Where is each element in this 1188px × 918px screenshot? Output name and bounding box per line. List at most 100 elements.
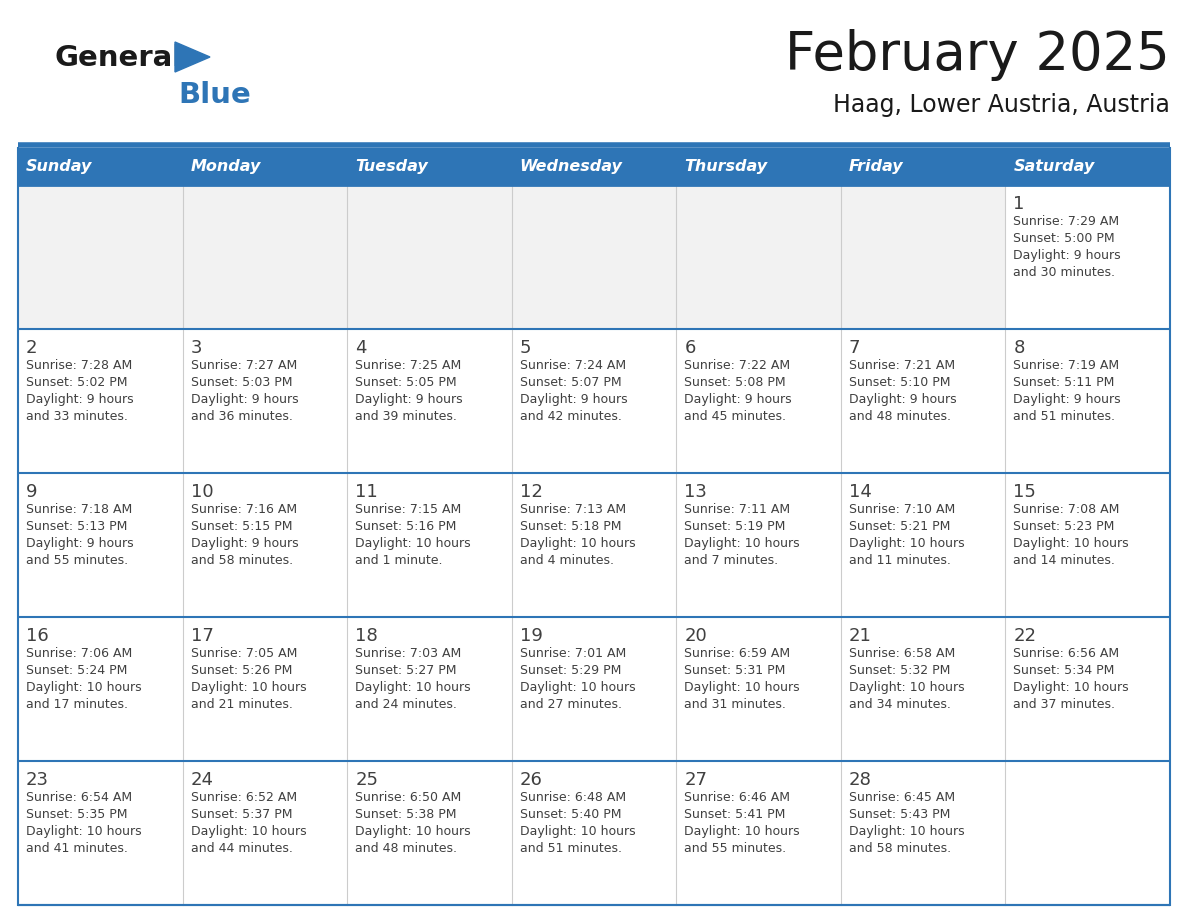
Text: and 1 minute.: and 1 minute. [355, 554, 443, 567]
Bar [1005, 185, 1170, 329]
Text: 12: 12 [519, 483, 543, 501]
Text: Daylight: 10 hours: Daylight: 10 hours [1013, 537, 1129, 550]
Text: 21: 21 [849, 627, 872, 645]
Text: Daylight: 10 hours: Daylight: 10 hours [684, 825, 800, 838]
Text: Sunrise: 7:03 AM: Sunrise: 7:03 AM [355, 647, 461, 660]
Text: February 2025: February 2025 [785, 29, 1170, 81]
Text: 10: 10 [190, 483, 213, 501]
Text: Sunset: 5:27 PM: Sunset: 5:27 PM [355, 664, 456, 677]
Text: 15: 15 [1013, 483, 1036, 501]
Text: Sunset: 5:24 PM: Sunset: 5:24 PM [26, 664, 127, 677]
Bar [347, 148, 512, 185]
Text: Sunset: 5:43 PM: Sunset: 5:43 PM [849, 808, 950, 821]
Text: 20: 20 [684, 627, 707, 645]
Text: Sunrise: 7:05 AM: Sunrise: 7:05 AM [190, 647, 297, 660]
Text: Sunset: 5:00 PM: Sunset: 5:00 PM [1013, 232, 1116, 245]
Text: Sunset: 5:05 PM: Sunset: 5:05 PM [355, 376, 456, 389]
Text: Daylight: 10 hours: Daylight: 10 hours [849, 537, 965, 550]
Bar [183, 617, 347, 761]
Text: Daylight: 10 hours: Daylight: 10 hours [519, 537, 636, 550]
Text: Sunset: 5:19 PM: Sunset: 5:19 PM [684, 520, 785, 533]
Bar [18, 761, 183, 905]
Text: 23: 23 [26, 771, 49, 789]
Text: 22: 22 [1013, 627, 1036, 645]
Text: and 51 minutes.: and 51 minutes. [1013, 410, 1116, 423]
Text: and 4 minutes.: and 4 minutes. [519, 554, 614, 567]
Text: Thursday: Thursday [684, 159, 767, 174]
Text: Daylight: 9 hours: Daylight: 9 hours [1013, 393, 1121, 406]
Text: Sunset: 5:38 PM: Sunset: 5:38 PM [355, 808, 456, 821]
Bar [841, 329, 1005, 473]
Bar [347, 761, 512, 905]
Bar [676, 473, 841, 617]
Bar [18, 473, 183, 617]
Text: Monday: Monday [190, 159, 261, 174]
Text: 25: 25 [355, 771, 378, 789]
Text: 5: 5 [519, 339, 531, 357]
Text: Sunday: Sunday [26, 159, 93, 174]
Text: Daylight: 9 hours: Daylight: 9 hours [519, 393, 627, 406]
Text: Daylight: 10 hours: Daylight: 10 hours [684, 681, 800, 694]
Bar [347, 185, 512, 329]
Text: and 17 minutes.: and 17 minutes. [26, 698, 128, 711]
Text: Daylight: 10 hours: Daylight: 10 hours [849, 825, 965, 838]
Text: 1: 1 [1013, 195, 1025, 213]
Text: Sunrise: 7:10 AM: Sunrise: 7:10 AM [849, 503, 955, 516]
Text: and 27 minutes.: and 27 minutes. [519, 698, 621, 711]
Text: 8: 8 [1013, 339, 1025, 357]
Text: 24: 24 [190, 771, 214, 789]
Text: Sunrise: 6:45 AM: Sunrise: 6:45 AM [849, 791, 955, 804]
Bar [676, 329, 841, 473]
Text: and 48 minutes.: and 48 minutes. [355, 842, 457, 855]
Bar [676, 761, 841, 905]
Bar [1005, 148, 1170, 185]
Text: Sunset: 5:23 PM: Sunset: 5:23 PM [1013, 520, 1114, 533]
Bar [183, 185, 347, 329]
Text: Sunset: 5:18 PM: Sunset: 5:18 PM [519, 520, 621, 533]
Text: and 55 minutes.: and 55 minutes. [684, 842, 786, 855]
Text: Daylight: 10 hours: Daylight: 10 hours [1013, 681, 1129, 694]
Bar [1005, 329, 1170, 473]
Text: Sunset: 5:41 PM: Sunset: 5:41 PM [684, 808, 785, 821]
Text: and 33 minutes.: and 33 minutes. [26, 410, 128, 423]
Text: Sunrise: 6:50 AM: Sunrise: 6:50 AM [355, 791, 461, 804]
Text: Daylight: 10 hours: Daylight: 10 hours [355, 825, 470, 838]
Text: Daylight: 10 hours: Daylight: 10 hours [849, 681, 965, 694]
Bar [1005, 761, 1170, 905]
Text: Sunrise: 6:46 AM: Sunrise: 6:46 AM [684, 791, 790, 804]
Text: Daylight: 9 hours: Daylight: 9 hours [1013, 249, 1121, 262]
Bar [676, 148, 841, 185]
Text: 18: 18 [355, 627, 378, 645]
Text: and 36 minutes.: and 36 minutes. [190, 410, 292, 423]
Text: 9: 9 [26, 483, 38, 501]
Text: Sunrise: 7:22 AM: Sunrise: 7:22 AM [684, 359, 790, 372]
Text: and 55 minutes.: and 55 minutes. [26, 554, 128, 567]
Text: 4: 4 [355, 339, 367, 357]
Text: Daylight: 10 hours: Daylight: 10 hours [26, 825, 141, 838]
Text: Daylight: 10 hours: Daylight: 10 hours [355, 681, 470, 694]
Text: and 39 minutes.: and 39 minutes. [355, 410, 457, 423]
Text: Sunrise: 7:28 AM: Sunrise: 7:28 AM [26, 359, 132, 372]
Bar [512, 473, 676, 617]
Text: Sunrise: 6:58 AM: Sunrise: 6:58 AM [849, 647, 955, 660]
Text: and 37 minutes.: and 37 minutes. [1013, 698, 1116, 711]
Text: Sunset: 5:37 PM: Sunset: 5:37 PM [190, 808, 292, 821]
Bar [512, 617, 676, 761]
Text: and 45 minutes.: and 45 minutes. [684, 410, 786, 423]
Text: 6: 6 [684, 339, 696, 357]
Text: Daylight: 10 hours: Daylight: 10 hours [519, 825, 636, 838]
Text: Tuesday: Tuesday [355, 159, 428, 174]
Text: and 30 minutes.: and 30 minutes. [1013, 266, 1116, 279]
Text: Daylight: 10 hours: Daylight: 10 hours [190, 825, 307, 838]
Text: Daylight: 10 hours: Daylight: 10 hours [684, 537, 800, 550]
Text: Sunset: 5:02 PM: Sunset: 5:02 PM [26, 376, 127, 389]
Bar [347, 329, 512, 473]
Text: Sunrise: 7:18 AM: Sunrise: 7:18 AM [26, 503, 132, 516]
Bar [347, 617, 512, 761]
Bar [512, 148, 676, 185]
Bar [841, 617, 1005, 761]
Text: Sunset: 5:40 PM: Sunset: 5:40 PM [519, 808, 621, 821]
Bar [18, 185, 183, 329]
Text: Sunrise: 7:01 AM: Sunrise: 7:01 AM [519, 647, 626, 660]
Text: Sunset: 5:34 PM: Sunset: 5:34 PM [1013, 664, 1114, 677]
